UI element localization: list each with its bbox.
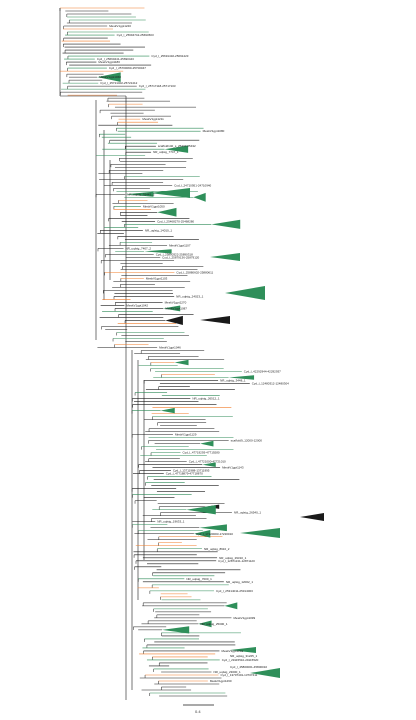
tip-label: MeskV1gpt1260 bbox=[210, 679, 232, 683]
tip-label: Cyd_l_24710951-24710940 bbox=[174, 183, 211, 187]
tip-label: Cyd_l_25314011-25314003 bbox=[216, 589, 253, 593]
collapsed-clade bbox=[199, 524, 227, 532]
tip-label: MeskV1gpt1143 bbox=[222, 466, 244, 470]
collapsed-clade bbox=[174, 359, 189, 366]
collapsed-clade bbox=[164, 145, 189, 153]
collapsed-clade bbox=[200, 440, 214, 447]
collapsed-clade bbox=[157, 207, 177, 217]
tip-label: MeskV1gpt1270 bbox=[165, 300, 187, 304]
tip-label: MeskV1gpt1080 bbox=[203, 129, 225, 133]
collapsed-clade bbox=[198, 620, 212, 628]
tip-label: Cyd_l_13707401-13707411 bbox=[221, 673, 258, 677]
tip-label: Cyd_l_25890322-25890318 bbox=[156, 252, 193, 256]
tip-label: NR_uqlsig_29310_1 bbox=[219, 556, 247, 560]
tip-label: Cyd_l_29115510-29115520 bbox=[222, 658, 259, 662]
tip-label: MeskV1gpt1042 bbox=[126, 303, 148, 307]
tip-label: MeskV1gpt1046 bbox=[159, 345, 181, 349]
tip-label: NR_uqlsig_31225_1 bbox=[230, 654, 258, 658]
tip-label: NR_uqlsig_23000_1 bbox=[213, 670, 241, 674]
tip-label: NR_uqlsig_12002_1 bbox=[226, 580, 254, 584]
tip-label: Cyd_l_47721000-47721010 bbox=[189, 460, 226, 464]
tip-label: Cyd_l_25879136-25879120 bbox=[162, 255, 199, 259]
tip-label: NR_uqlsig_7747_1 bbox=[153, 150, 179, 154]
collapsed-clade bbox=[160, 407, 175, 414]
collapsed-clade bbox=[250, 668, 280, 678]
tip-label: NR_uqlsig_35445_2 bbox=[127, 192, 155, 196]
collapsed-clade bbox=[211, 219, 241, 229]
tip-label: NR_uqlsig_25000_1 bbox=[200, 622, 228, 626]
tip-label: MeskV1gpt1050 bbox=[143, 204, 165, 208]
collapsed-clade bbox=[186, 505, 216, 515]
tip-label: MeskV1gpt1240 bbox=[109, 24, 131, 28]
tip-label: Cyd_l_25694742-25694503 bbox=[117, 33, 154, 37]
collapsed-clade bbox=[202, 462, 216, 467]
tip-label: Cyd_l_25717118-25717103 bbox=[139, 84, 176, 88]
tip-label: Cyd_l_25468270-25468280 bbox=[157, 219, 194, 223]
collapsed-clade bbox=[97, 72, 121, 82]
tip-label: MeskV1gpt1087 bbox=[165, 306, 187, 310]
collapsed-clade bbox=[162, 626, 190, 634]
tip-label: NR_uqlsig_26512_1 bbox=[192, 397, 220, 401]
collapsed-clade bbox=[165, 315, 183, 326]
tip-labels: MeskV1gpt1240 Cyd_l_25694742-25694503 Cyd_… bbox=[97, 24, 289, 683]
tip-label: Cyd_l_45800001-45800010 bbox=[230, 665, 267, 669]
scale-bar: 0.4 bbox=[183, 704, 214, 714]
collapsed-clade bbox=[228, 375, 255, 380]
collapsed-clade bbox=[210, 253, 240, 261]
collapsed-clade bbox=[193, 529, 211, 538]
tip-label: Cyd_l_17220003-17220010 bbox=[196, 532, 233, 536]
tip-label: scaffold140_s_25437-25432 bbox=[158, 144, 196, 148]
tip-label: NR_uqlsig_19633_1 bbox=[157, 520, 185, 524]
tip-label: MeskV1gpt1129 bbox=[175, 433, 197, 437]
tip-label: Cyd_l_42292944-42292937 bbox=[244, 370, 281, 374]
collapsed-clades bbox=[97, 72, 324, 678]
tip-label: scaffold9_12000-12000 bbox=[231, 439, 263, 443]
collapsed-clade bbox=[193, 192, 206, 202]
tip-label: MeskV1gpt1099 bbox=[233, 616, 255, 620]
tip-label: MeskV1gpt1060 bbox=[99, 75, 121, 79]
tip-label: NR_uqlsig_26540_1 bbox=[234, 511, 262, 515]
collapsed-clade bbox=[125, 191, 154, 197]
tip-label: Cyd_l_47718879-47718870 bbox=[166, 472, 203, 476]
tip-label: Cyd_l_25880602-25880611 bbox=[176, 270, 213, 274]
tip-label: Cyd_l_12480312-12480304 bbox=[252, 382, 289, 386]
tree-branches bbox=[59, 7, 250, 700]
collapsed-clade bbox=[225, 286, 265, 300]
tip-label: NR_uqlsig_14010_1 bbox=[145, 228, 173, 232]
tip-label: Cyd_l_25690441-25690443 bbox=[97, 57, 134, 61]
scale-bar-label: 0.4 bbox=[195, 709, 201, 714]
tip-label: Cyd_l_47719293-47719280 bbox=[183, 451, 220, 455]
collapsed-clade bbox=[300, 513, 324, 521]
tip-label: NR_uqlsig_7407_2 bbox=[126, 246, 152, 250]
collapsed-clade bbox=[230, 647, 256, 653]
tip-label: NR_uqlsig_24023_1 bbox=[176, 294, 204, 298]
collapsed-clade bbox=[143, 249, 172, 254]
tip-label: MeskV1gpt1180 bbox=[98, 60, 120, 64]
tip-label: NR_uqlsig_3448_1 bbox=[220, 379, 246, 383]
tip-label: Cyd_l_25721402-25721412 bbox=[100, 81, 137, 85]
tip-label: Cyd_l_25700060-25700047 bbox=[109, 66, 146, 70]
collapsed-clade bbox=[150, 188, 190, 198]
tip-label: MeskV1gpt1107 bbox=[169, 243, 191, 247]
tip-label: MeskV1gpt1103 bbox=[146, 276, 168, 280]
collapsed-clade bbox=[163, 305, 181, 312]
tip-label: MeskV1gpt1201 bbox=[221, 649, 243, 653]
tip-label: NR_uqlsig_7000_1 bbox=[186, 577, 212, 581]
collapsed-clade bbox=[224, 602, 238, 610]
collapsed-clade bbox=[200, 316, 230, 324]
tip-label: MeskV1gpt1211 bbox=[142, 117, 164, 121]
tip-label: Cyd_l_13711988-13711995 bbox=[173, 469, 210, 473]
collapsed-clade bbox=[240, 528, 280, 538]
tip-label: NR_uqlsig_8910_2 bbox=[204, 547, 230, 551]
tip-label: Cyd_l_12871131-12871120 bbox=[218, 559, 255, 563]
tip-label: Cyd_l_25691432-25691423 bbox=[151, 54, 188, 58]
